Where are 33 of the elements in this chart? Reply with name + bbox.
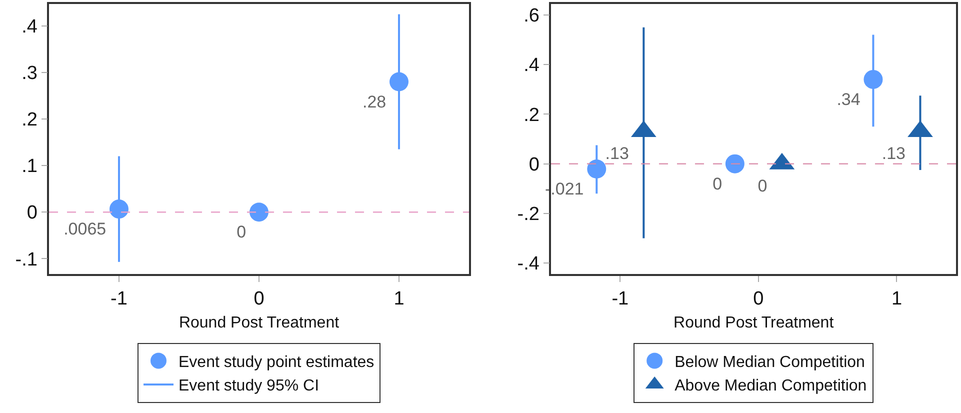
y-tick-label: .6 — [524, 6, 540, 27]
y-tick-label: .3 — [22, 63, 38, 84]
x-tick-label: 1 — [891, 288, 902, 310]
y-tick-label: -.4 — [517, 254, 540, 275]
data-label: .34 — [836, 90, 860, 110]
y-tick-label: .4 — [524, 55, 540, 76]
x-tick-label: -1 — [110, 288, 128, 310]
y-tick-label: -.2 — [517, 204, 540, 226]
legend-label: Below Median Competition — [674, 354, 865, 371]
x-axis-title: Round Post Treatment — [674, 314, 834, 332]
x-tick-label: -1 — [612, 288, 629, 310]
data-label: 0 — [758, 176, 768, 196]
data-label: .28 — [362, 92, 386, 112]
y-tick-label: .4 — [22, 16, 38, 38]
data-label: .13 — [605, 144, 629, 164]
y-tick-label: -.1 — [15, 249, 38, 270]
legend-label: Above Median Competition — [674, 378, 867, 395]
x-axis-title: Round Post Treatment — [178, 314, 340, 332]
x-tick-label: 0 — [753, 288, 764, 310]
y-tick-label: .2 — [22, 110, 38, 131]
y-tick-label: .1 — [22, 156, 38, 178]
data-label: 0 — [236, 222, 246, 242]
x-tick-label: 1 — [394, 288, 404, 310]
y-tick-label: 0 — [26, 202, 38, 224]
y-tick-label: 0 — [528, 154, 540, 176]
legend-label: Event study point estimates — [178, 354, 374, 371]
data-label: .0065 — [64, 220, 106, 239]
data-label: .13 — [882, 144, 906, 164]
x-tick-label: 0 — [254, 288, 264, 310]
legend-label: Event study 95% CI — [178, 378, 320, 395]
y-tick-label: .2 — [524, 104, 540, 126]
data-label: 0 — [712, 174, 722, 194]
point — [250, 202, 268, 222]
